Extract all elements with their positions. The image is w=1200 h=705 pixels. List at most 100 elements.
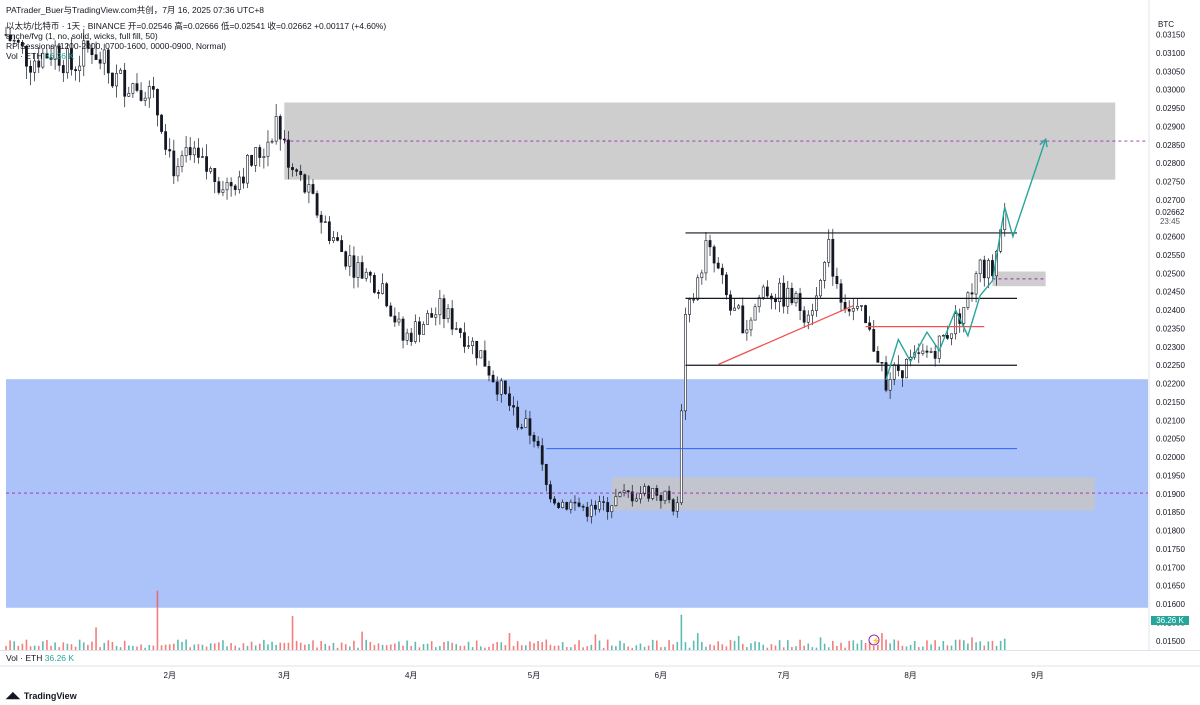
candle-body (311, 184, 315, 194)
ohlc-legend[interactable]: 以太坊/比特币 · 1天 · BINANCE 开=0.02546 高=0.026… (6, 21, 387, 31)
price-tick-label: 0.02450 (1156, 288, 1185, 297)
candle-body (921, 350, 925, 354)
volume-bar (258, 643, 261, 650)
price-tick-label: 0.02600 (1156, 233, 1185, 242)
volume-bar (304, 644, 306, 650)
volume-bar (426, 643, 429, 650)
volume-bar (807, 643, 810, 650)
candle-body (585, 506, 589, 517)
candle-body (90, 47, 94, 56)
candle-body (332, 237, 335, 242)
volume-bar (864, 642, 867, 650)
candle-body (323, 221, 327, 223)
volume-bar (66, 643, 69, 650)
candle-body (205, 156, 208, 172)
volume-bar (746, 647, 748, 650)
price-tick-label: 0.02800 (1156, 159, 1185, 168)
volume-bar (500, 642, 503, 650)
volume-bar (983, 645, 986, 650)
volume-bar (819, 637, 822, 650)
volume-bar (37, 645, 40, 650)
candle-body (679, 410, 683, 504)
volume-bar (586, 646, 589, 650)
indicator-sessions-legend[interactable]: RP Sessions (1200-2000, 0700-1600, 0000-… (6, 41, 227, 51)
candle-body (643, 486, 646, 495)
red-trendline-0 (717, 305, 854, 366)
volume-bar (82, 642, 85, 650)
candle-body (479, 350, 483, 359)
candle-body (978, 259, 982, 275)
volume-bar (324, 643, 327, 650)
time-tick-label: 5月 (528, 671, 540, 680)
candle-body (405, 332, 409, 341)
tradingview-brand[interactable]: ◢◣ TradingView (6, 690, 77, 701)
projection-path (885, 139, 1047, 381)
volume-bar (99, 647, 101, 650)
candle-body (761, 286, 765, 298)
volume-bar (696, 633, 699, 650)
candle-body (798, 293, 802, 311)
candle-body (831, 239, 835, 277)
candle-body (319, 214, 323, 223)
candle-body (291, 167, 294, 171)
volume-bar (17, 645, 20, 650)
volume-pane-legend[interactable]: Vol · ETH 36.26 K (6, 653, 74, 663)
volume-bar (647, 645, 650, 650)
volume-bar (672, 644, 674, 650)
candle-body (503, 380, 507, 395)
candle-body (745, 329, 749, 334)
volume-bar (971, 637, 973, 650)
volume-bar (418, 647, 421, 650)
candle-body (336, 237, 339, 241)
candle-body (671, 499, 675, 512)
candle-body (839, 283, 843, 303)
volume-bar (656, 640, 658, 650)
brand-name: TradingView (23, 690, 77, 701)
candle-body (25, 45, 28, 67)
volume-bar (533, 643, 535, 650)
candle-body (880, 362, 884, 364)
volume-bar (320, 640, 322, 650)
volume-bar (439, 645, 441, 650)
indicator-fvg-legend[interactable]: anche/fvg (1, no, solid, wicks, full fil… (6, 31, 158, 41)
alert-lightning-icon[interactable] (868, 634, 880, 646)
candle-body (528, 418, 532, 436)
volume-bar (860, 640, 863, 650)
volume-bar (254, 645, 257, 650)
volume-bar (512, 645, 515, 650)
price-tick-label: 0.02750 (1156, 178, 1185, 187)
volume-bar (635, 645, 638, 650)
volume-bar (770, 644, 773, 650)
candle-body (221, 189, 225, 193)
candle-body (855, 305, 859, 309)
candle-body (688, 299, 691, 315)
candle-body (381, 283, 384, 294)
volume-bar (177, 639, 179, 650)
volume-bar (909, 644, 912, 650)
volume-bar (525, 645, 527, 650)
volume-bar (815, 647, 818, 650)
candle-body (602, 501, 606, 503)
volume-bar (926, 640, 928, 650)
volume-bar (967, 643, 969, 650)
candle-body (925, 350, 929, 353)
candle-body (307, 184, 311, 193)
candle-body (57, 45, 61, 66)
volume-bar (267, 644, 269, 650)
candle-body (495, 381, 499, 395)
volume-bar (594, 634, 597, 650)
volume-bar (766, 647, 769, 650)
volume-bar (471, 647, 474, 650)
volume-bar (21, 643, 24, 650)
volume-bar (520, 645, 523, 650)
volume-bar (938, 646, 941, 650)
volume-bar (639, 643, 642, 650)
volume-bar (406, 640, 408, 650)
volume-legend[interactable]: Vol · ETH 36.26 K (6, 51, 74, 61)
volume-bar (557, 645, 560, 650)
price-tick-label: 0.01750 (1156, 545, 1185, 554)
price-tick-label: 0.02850 (1156, 141, 1185, 150)
candle-body (356, 262, 360, 278)
volume-bar (721, 644, 724, 650)
